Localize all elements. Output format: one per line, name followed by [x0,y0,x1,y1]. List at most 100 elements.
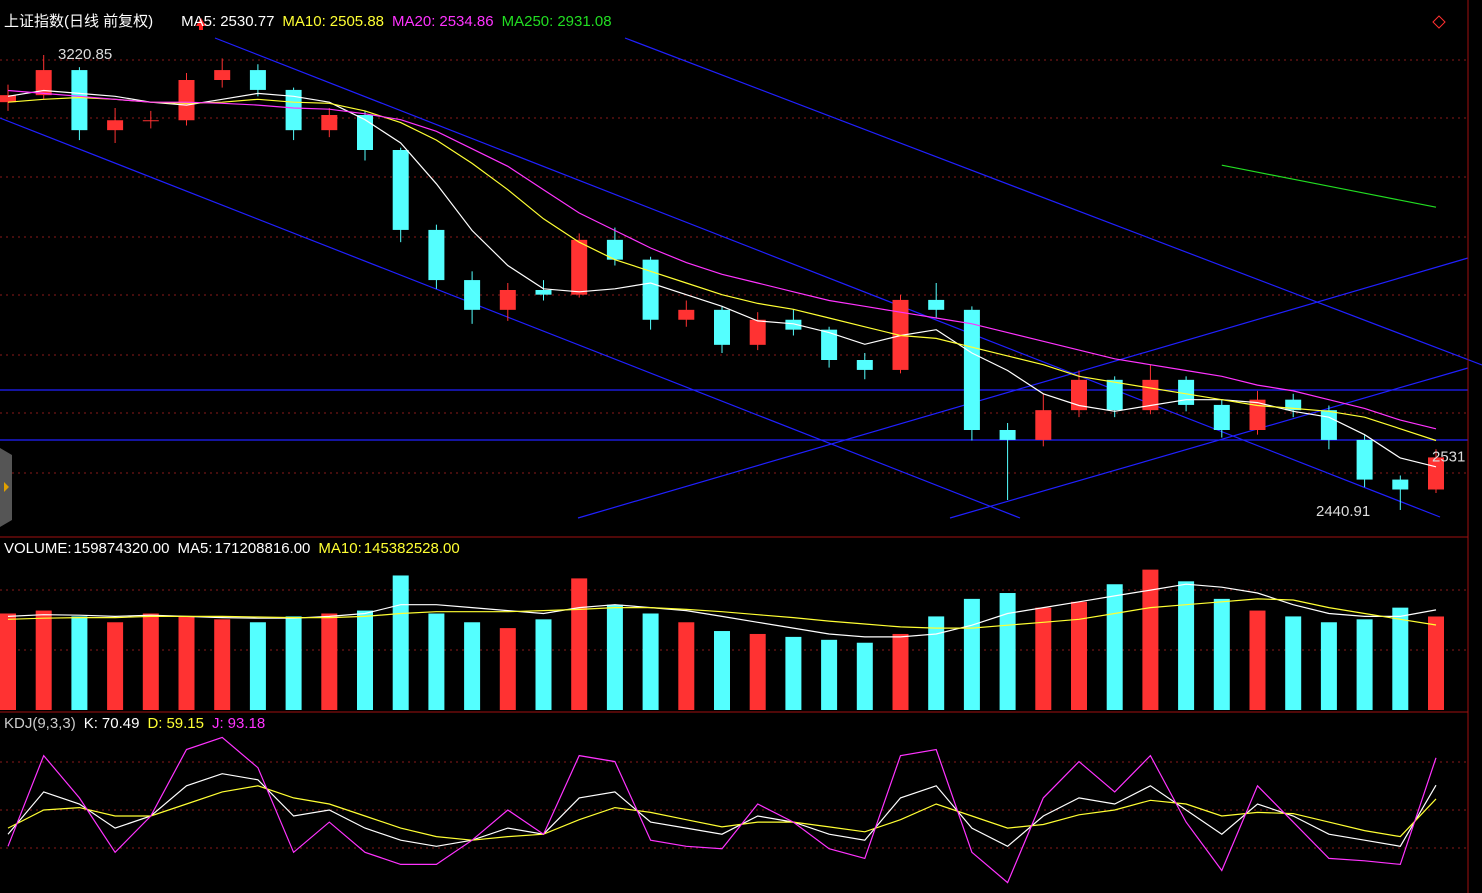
volume-bar [1320,622,1337,710]
legend-entry: MA10: [318,540,361,557]
candle-body [571,239,588,295]
legend-entry: 145382528.00 [364,540,460,557]
volume-bar [1392,607,1409,710]
volume-bar [285,616,302,710]
candle-body [1392,479,1409,490]
volume-bar [535,619,552,710]
volume-bar [142,613,159,710]
volume-bar [678,622,695,710]
legend-entry: MA20: [392,13,435,30]
price-annotation: 2440.91 [1316,503,1370,520]
legend-entry: K: [84,715,98,732]
candle-body [678,309,695,320]
volume-bar [499,628,516,710]
candle-body [856,360,873,370]
legend-entry: MA250: [502,13,554,30]
ma-line [7,89,1437,468]
kdj-line [7,773,1437,848]
volume-bar [928,616,945,710]
kdj-line [7,736,1437,884]
candle-body [321,115,338,131]
tool-icon[interactable] [1432,15,1446,29]
legends: 上证指数(日线 前复权) MA5: 2530.77 MA10: 2505.88 MA20:… [4,12,612,732]
candle-body [178,80,195,121]
candle-body [821,329,838,360]
candle-body [71,70,88,131]
volume-bar [606,604,623,710]
volume-bar [1142,569,1159,710]
legend-arrow [196,18,206,30]
candle-body [785,319,802,330]
volume-bar [1356,619,1373,710]
candle-body [214,70,231,80]
candle-body [464,280,481,310]
candle-body [642,259,659,320]
legend-entry: 70.49 [102,715,140,732]
trend-lines [0,37,1482,519]
legend-entry: 2931.08 [557,13,611,30]
volume-ma-line [7,583,1437,638]
ma-line [7,89,1437,430]
volume-bar [1071,601,1087,710]
volume-bar [0,613,16,710]
volume-bar [1106,584,1123,710]
candle-body [249,70,266,90]
candle-body [1071,379,1087,411]
volume-bar [249,622,266,710]
volume-bar [71,616,88,710]
legend-entry: MA5: [177,540,212,557]
legend-entry: 2505.88 [330,13,384,30]
volume-ma-line [7,598,1437,629]
legend-entry: 171208816.00 [214,540,310,557]
volume-bar [321,613,338,710]
volume-bar [35,610,52,710]
candle-body [0,95,16,103]
candle-body [1356,439,1373,480]
volume-bar [963,598,980,710]
legend-entry: 159874320.00 [74,540,170,557]
candle-body [1285,399,1302,411]
legend: KDJ(9,3,3) K: 70.49 D: 59.15 J: 93.18 [4,715,265,732]
candle-body [1213,404,1230,430]
candle-body [1178,379,1195,405]
volume-bar [428,613,445,710]
legend: 上证指数(日线 前复权) MA5: 2530.77 MA10: 2505.88 MA20:… [4,12,612,30]
candle-body [928,299,945,310]
legend-entry: VOLUME: [4,540,72,557]
candle-body [1249,399,1266,430]
ma-line [1221,164,1437,208]
kdj-line [7,785,1437,841]
volume-bar [1035,607,1052,710]
volume-bar [357,610,373,710]
volume-bar [571,578,588,710]
candle-body [535,290,552,295]
volume-bar [749,633,766,710]
volume-bar [464,622,481,710]
candle-body [749,319,766,345]
legend-entry: 59.15 [166,715,204,732]
volume-bar [785,636,802,710]
candle-body [963,309,980,430]
volume-bar [714,631,730,710]
volume-bar [107,622,124,710]
ma-line [7,96,1437,442]
legend-entry: 上证指数(日线 前复权) [4,12,153,30]
legend-entry: MA10: [282,13,325,30]
candle-body [606,239,623,260]
volume-bar [999,593,1016,710]
volume-bar [856,642,873,710]
plots: 3220.85 2440.91 2531 [0,46,1465,884]
candle-body [499,290,516,310]
legend-entry: 2534.86 [439,13,493,30]
legend-entry: MA5: [181,13,216,30]
candle-body [142,120,159,122]
candle-body [35,70,52,96]
candle-body [357,115,373,150]
volume-bar [642,613,659,710]
legend-entry: D: [147,715,162,732]
volume-bar [821,639,838,710]
price-annotation: 3220.85 [58,46,112,63]
volume-bar [892,633,909,710]
